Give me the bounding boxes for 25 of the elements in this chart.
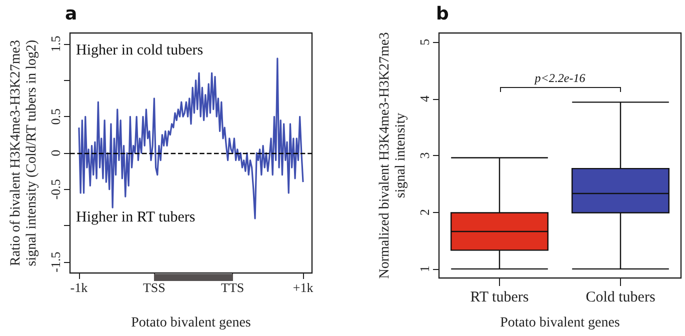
y-tick-label: 1.5: [48, 36, 63, 52]
y-tick-label: 1: [417, 266, 432, 272]
x-tick-label: RT tubers: [470, 290, 529, 306]
y-tick-label: -1.5: [48, 252, 63, 272]
y-tick-label: 0: [48, 150, 63, 156]
x-tick-label: -1k: [70, 280, 88, 295]
y-tick-label: 3: [417, 152, 432, 159]
y-tick-label: 5: [417, 38, 432, 46]
y-tick-label: 2: [417, 208, 432, 216]
annotation: Higher in cold tubers: [76, 42, 204, 58]
x-tick-label: TSS: [142, 280, 166, 295]
annotation: p<2.2e-16: [534, 70, 586, 85]
y-tick-label: -0.5: [48, 179, 63, 200]
y-tick-label: 4: [417, 95, 432, 102]
annotation: Higher in RT tubers: [76, 210, 196, 226]
x-tick-label: Cold tubers: [586, 290, 656, 306]
x-axis-title: Potato bivalent genes: [500, 316, 620, 330]
x-tick-label: +1k: [292, 280, 314, 295]
y-tick-label: 0.5: [48, 108, 63, 125]
chart-title: a: [65, 4, 78, 24]
chart-title: b: [436, 4, 449, 24]
y-axis-title: Normalized bivalent H3K4me3-H3K27me3 signal intensity: [378, 32, 408, 279]
y-axis-title: Ratio of bivalent H3K4me3-H3K27me3 signal intensity (Cold/RT tubers in log2): [8, 39, 40, 266]
x-axis-title: Potato bivalent genes: [131, 316, 251, 330]
x-tick-label: TTS: [221, 280, 244, 295]
